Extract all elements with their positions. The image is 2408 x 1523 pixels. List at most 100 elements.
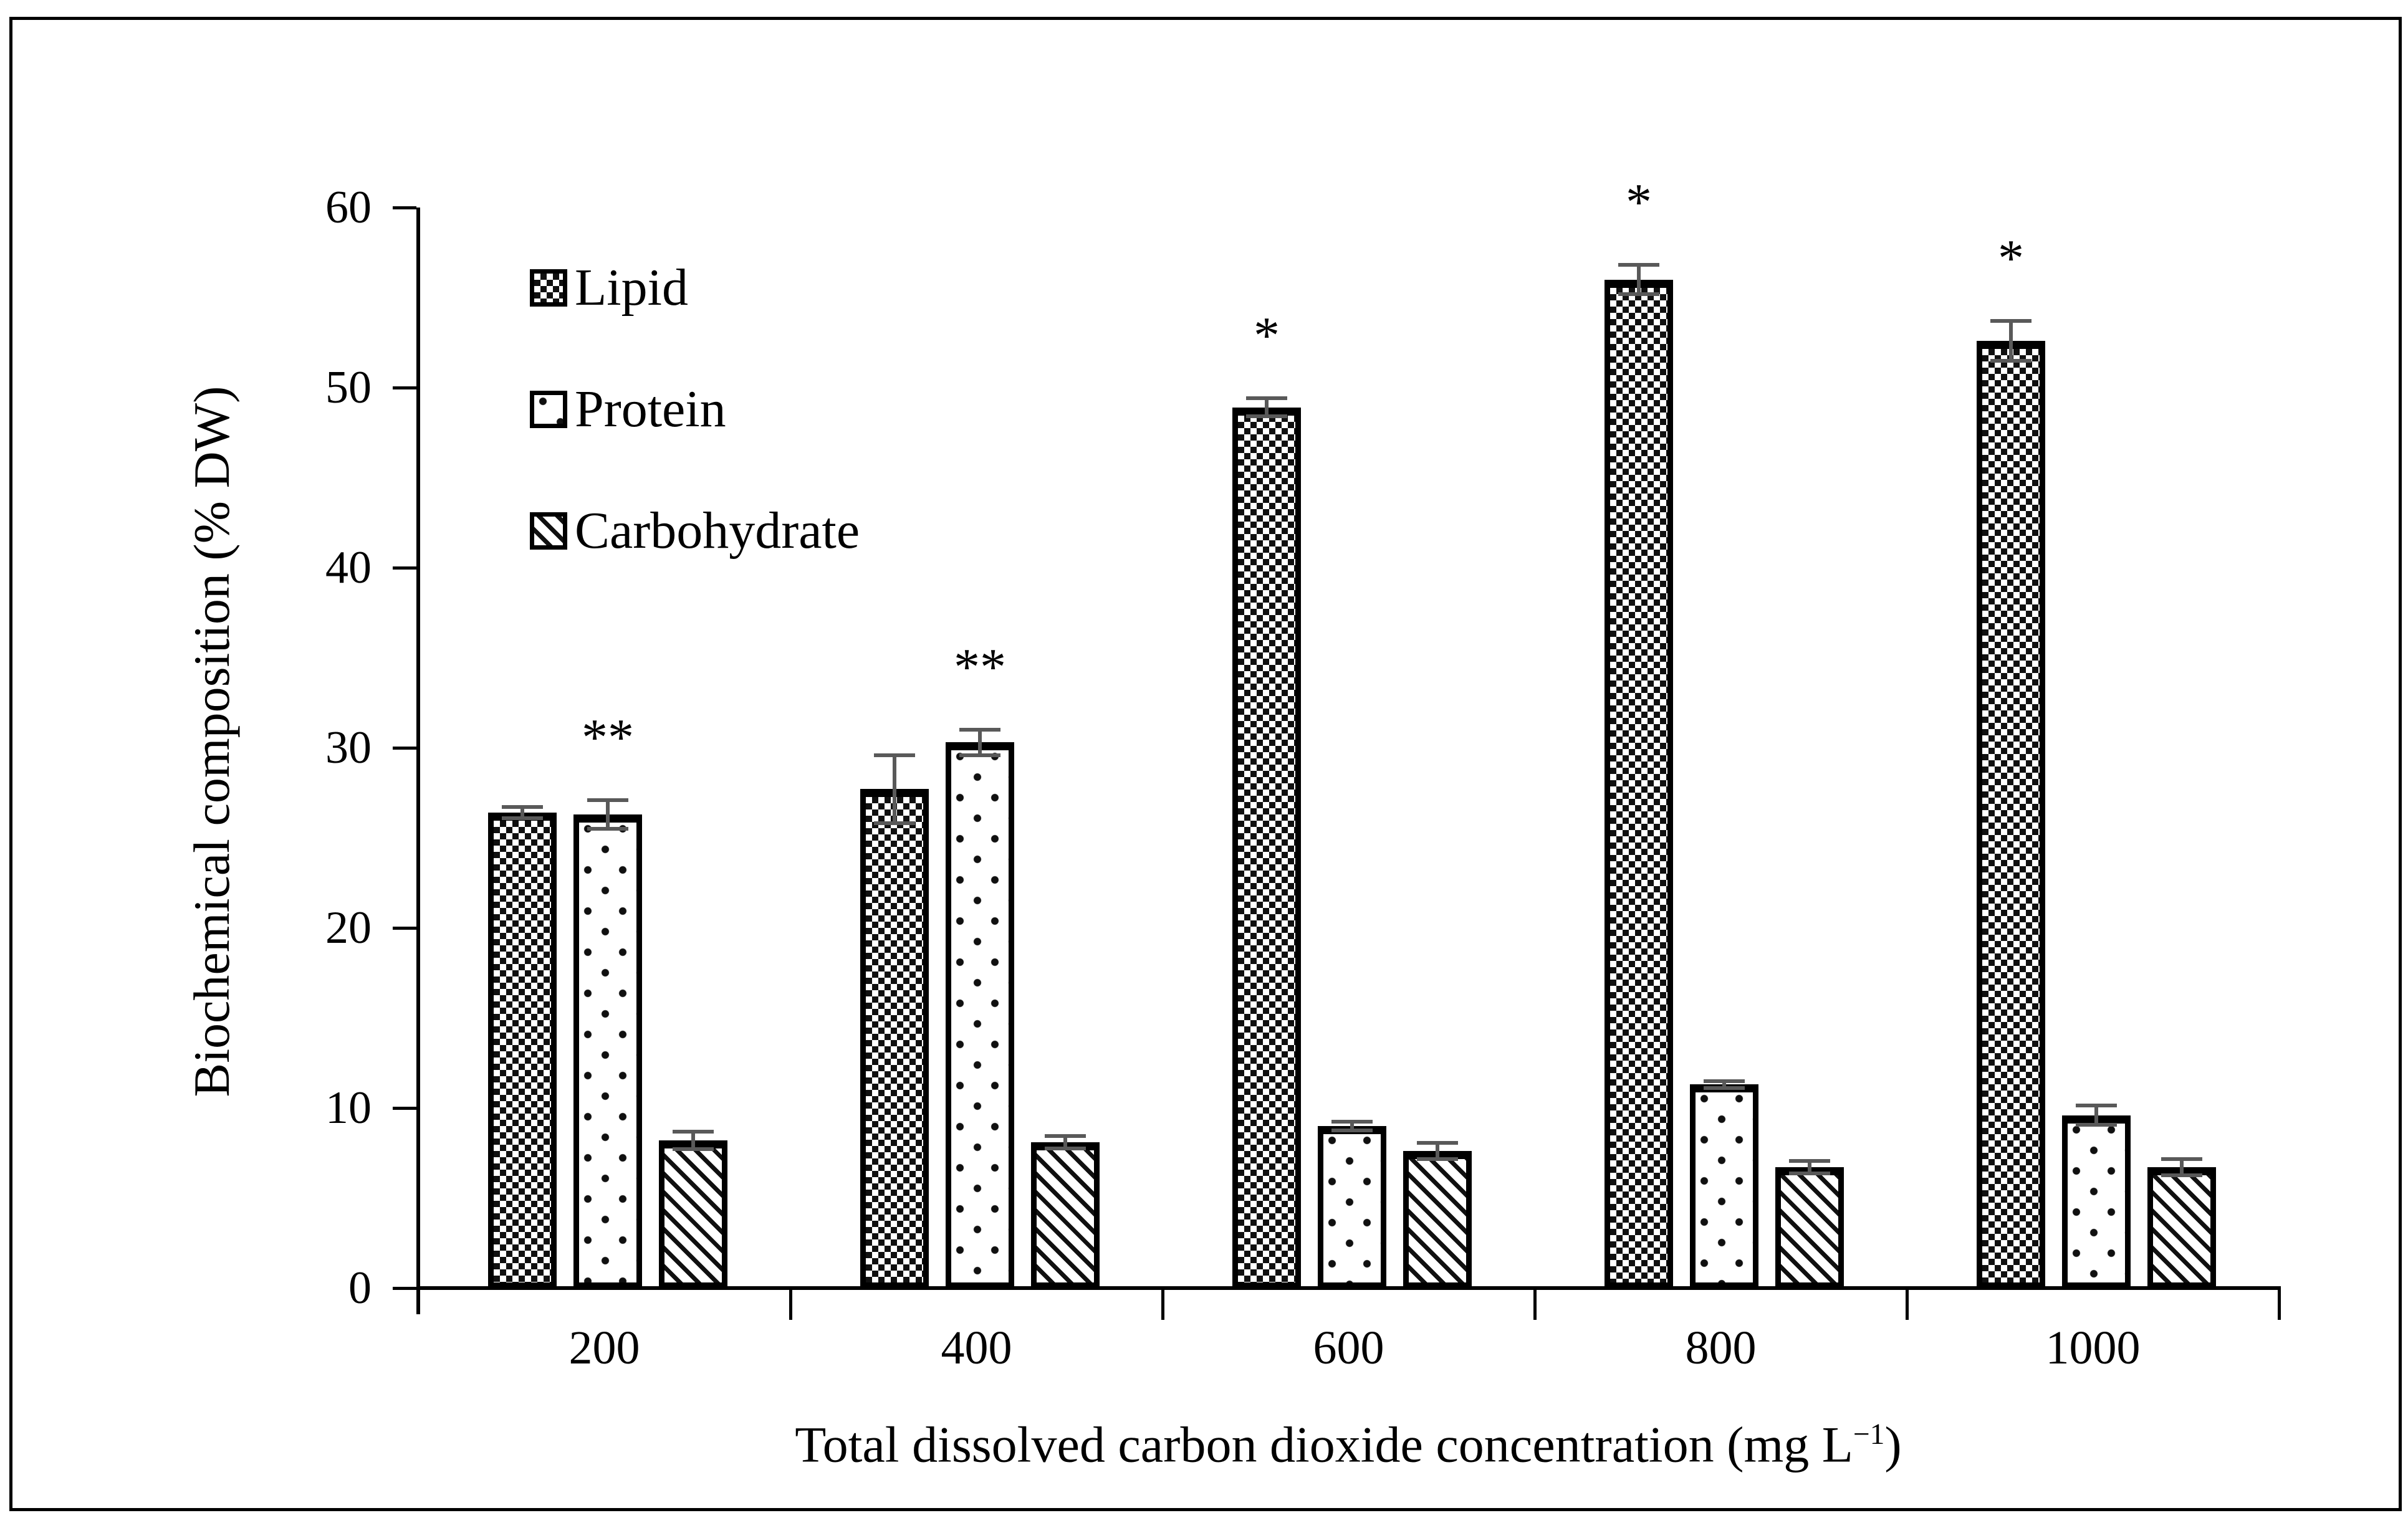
significance-marker: **	[954, 638, 1006, 697]
error-bar-cap-top	[2161, 1157, 2202, 1162]
bar-protein-600	[1318, 1125, 1386, 1288]
error-bar-cap-top	[1618, 263, 1659, 267]
x-axis-line	[416, 1286, 2281, 1290]
error-bar-cap-bottom	[1618, 292, 1659, 296]
bar-carbohydrate-1000	[2147, 1167, 2216, 1288]
error-bar-cap-bottom	[1331, 1129, 1373, 1133]
bar-protein-400	[946, 742, 1014, 1288]
error-bar-line	[1808, 1161, 1811, 1174]
error-bar-cap-bottom	[1704, 1086, 1745, 1091]
error-bar-line	[2094, 1105, 2098, 1125]
error-bar-cap-top	[1045, 1134, 1086, 1138]
error-bar-cap-top	[1789, 1159, 1830, 1163]
error-bar-line	[1722, 1081, 1726, 1089]
error-bar-cap-top	[874, 753, 915, 757]
y-axis-tick	[393, 386, 416, 389]
error-bar-cap-bottom	[502, 816, 543, 820]
legend-item-protein: Protein	[530, 378, 1029, 441]
error-bar-cap-bottom	[2076, 1123, 2117, 1127]
y-axis-tick	[393, 747, 416, 750]
bar-lipid-800	[1605, 279, 1673, 1288]
legend-label: Lipid	[575, 259, 688, 317]
significance-marker: **	[582, 708, 634, 766]
bar-lipid-200	[488, 813, 557, 1288]
y-tick-label: 20	[325, 902, 372, 953]
error-bar-line	[893, 755, 896, 824]
x-axis-title-main: Total dissolved carbon dioxide concentra…	[795, 1416, 1853, 1473]
y-axis-tick	[393, 566, 416, 570]
bar-lipid-1000	[1977, 340, 2045, 1288]
error-bar-cap-bottom	[1990, 358, 2031, 363]
y-tick-label: 40	[325, 542, 372, 593]
x-axis-tick	[1906, 1290, 1909, 1320]
bar-carbohydrate-200	[659, 1140, 727, 1288]
bar-carbohydrate-600	[1403, 1151, 1472, 1288]
y-axis-tick	[393, 1287, 416, 1290]
error-bar-cap-bottom	[673, 1147, 714, 1152]
error-bar-cap-top	[1246, 396, 1287, 401]
error-bar-line	[2009, 321, 2013, 361]
legend-item-carbohydrate: Carbohydrate	[530, 500, 1029, 562]
error-bar-cap-bottom	[1789, 1172, 1830, 1176]
error-bar-cap-top	[1417, 1141, 1458, 1145]
legend-label: Protein	[575, 380, 726, 438]
error-bar-line	[691, 1131, 695, 1150]
error-bar-line	[1637, 265, 1641, 294]
bar-lipid-600	[1232, 407, 1301, 1288]
error-bar-cap-bottom	[1246, 414, 1287, 419]
error-bar-cap-top	[673, 1129, 714, 1134]
x-tick-label: 200	[568, 1322, 640, 1374]
error-bar-cap-top	[502, 805, 543, 809]
error-bar-cap-bottom	[874, 821, 915, 826]
error-bar-cap-bottom	[959, 753, 1000, 757]
y-axis-line	[416, 208, 420, 1314]
x-axis-tick	[2278, 1290, 2281, 1320]
y-tick-label: 10	[325, 1082, 372, 1134]
error-bar-line	[1350, 1121, 1354, 1131]
significance-marker: *	[1626, 173, 1652, 232]
y-tick-label: 30	[325, 722, 372, 773]
x-axis-tick	[789, 1290, 792, 1320]
error-bar-line	[2180, 1159, 2184, 1176]
x-axis-title-close-paren: )	[1884, 1416, 1902, 1473]
y-tick-label: 0	[348, 1263, 372, 1314]
bar-protein-200	[573, 814, 642, 1288]
error-bar-line	[978, 730, 982, 755]
x-axis-title: Total dissolved carbon dioxide concentra…	[725, 1403, 1972, 1473]
x-axis-title-superscript: −1	[1853, 1418, 1885, 1451]
legend-label: Carbohydrate	[575, 502, 860, 560]
bar-carbohydrate-800	[1775, 1167, 1844, 1288]
error-bar-cap-bottom	[1045, 1147, 1086, 1151]
y-axis-tick	[393, 927, 416, 930]
legend-swatch-diagonal-hatch-icon	[530, 512, 567, 550]
x-tick-label: 800	[1685, 1322, 1757, 1374]
x-tick-label: 1000	[2045, 1322, 2141, 1374]
error-bar-line	[606, 800, 610, 829]
error-bar-cap-top	[2076, 1103, 2117, 1107]
bar-carbohydrate-400	[1031, 1142, 1100, 1288]
x-tick-label: 400	[941, 1322, 1012, 1374]
error-bar-line	[1265, 398, 1269, 417]
bar-protein-1000	[2062, 1115, 2131, 1288]
error-bar-cap-top	[1990, 319, 2031, 323]
error-bar-line	[1063, 1135, 1067, 1148]
bar-protein-800	[1690, 1084, 1758, 1288]
y-tick-label: 50	[325, 362, 372, 413]
x-axis-tick	[1533, 1290, 1537, 1320]
legend-item-lipid: Lipid	[530, 257, 1029, 319]
x-tick-label: 600	[1313, 1322, 1384, 1374]
error-bar-cap-top	[1331, 1119, 1373, 1124]
error-bar-cap-bottom	[587, 827, 628, 831]
significance-marker: *	[1254, 307, 1280, 365]
error-bar-cap-top	[1704, 1079, 1745, 1083]
y-tick-label: 60	[325, 182, 372, 233]
legend-swatch-checkerboard-icon	[530, 269, 567, 307]
error-bar-cap-bottom	[2161, 1173, 2202, 1178]
y-axis-tick	[393, 1107, 416, 1110]
error-bar-line	[1436, 1143, 1439, 1160]
bar-lipid-400	[860, 789, 929, 1288]
x-axis-tick	[1161, 1290, 1164, 1320]
error-bar-line	[520, 807, 524, 818]
error-bar-cap-top	[587, 798, 628, 802]
